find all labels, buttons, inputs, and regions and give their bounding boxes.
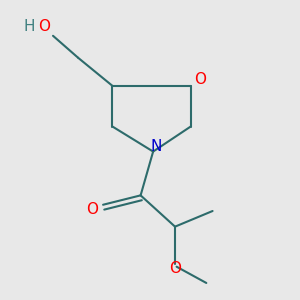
Text: N: N [151, 140, 162, 154]
Text: O: O [86, 202, 98, 217]
Text: O: O [194, 72, 206, 87]
Text: H: H [24, 19, 35, 34]
Text: O: O [169, 261, 181, 276]
Text: O: O [38, 19, 50, 34]
